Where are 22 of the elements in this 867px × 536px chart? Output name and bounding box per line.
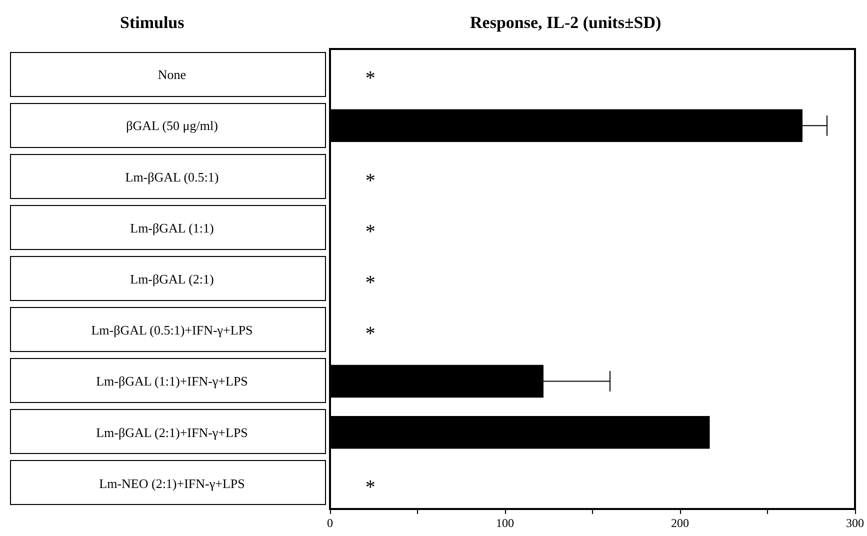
bar bbox=[330, 416, 710, 449]
y-tick-label: Lm-NEO (2:1)+IFN-γ+LPS bbox=[99, 476, 245, 491]
y-tick-label: Lm-βGAL (0.5:1)+IFN-γ+LPS bbox=[91, 322, 253, 338]
annotation: * bbox=[365, 272, 376, 294]
x-tick-label: 0 bbox=[327, 516, 333, 530]
x-tick-label: 200 bbox=[671, 516, 689, 530]
y-tick-label: Lm-βGAL (0.5:1) bbox=[125, 169, 219, 184]
x-tick-label: 100 bbox=[496, 516, 514, 530]
y-axis-title: Stimulus bbox=[120, 13, 185, 32]
y-tick-label: Lm-βGAL (2:1) bbox=[130, 272, 214, 286]
annotation: * bbox=[365, 476, 376, 498]
y-tick-label: None bbox=[158, 67, 186, 82]
y-tick-label: Lm-βGAL (1:1)+IFN-γ+LPS bbox=[96, 374, 248, 389]
x-axis-title: Response, IL-2 (units±SD) bbox=[470, 13, 662, 32]
annotation: * bbox=[365, 170, 376, 192]
y-tick-label: Lm-βGAL (2:1)+IFN-γ+LPS bbox=[96, 424, 248, 440]
annotation: * bbox=[365, 323, 376, 346]
annotation: * bbox=[365, 68, 376, 90]
x-tick-label: 300 bbox=[846, 516, 864, 530]
y-tick-label: Lm-βGAL (1:1) bbox=[130, 220, 214, 236]
annotation: * bbox=[365, 220, 376, 243]
y-tick-label: βGAL (50 μg/ml) bbox=[126, 118, 218, 134]
